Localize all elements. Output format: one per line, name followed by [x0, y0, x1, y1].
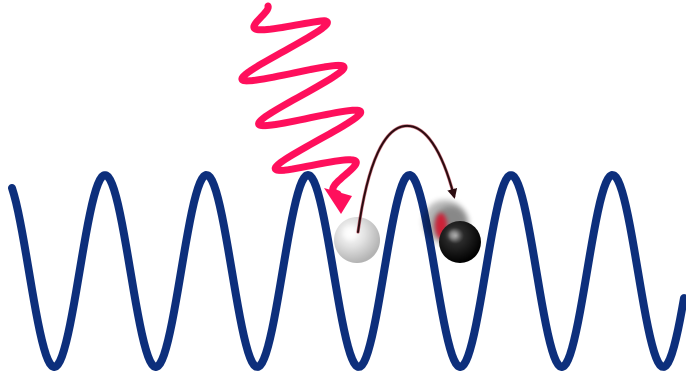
atom-initial: [334, 217, 380, 263]
optical-lattice-wave: [8, 171, 686, 371]
hop-arrow: [356, 124, 458, 234]
photon-arrowhead: [324, 188, 352, 214]
atom-final: [423, 200, 481, 263]
photon-wavy-arrow: [238, 2, 365, 198]
